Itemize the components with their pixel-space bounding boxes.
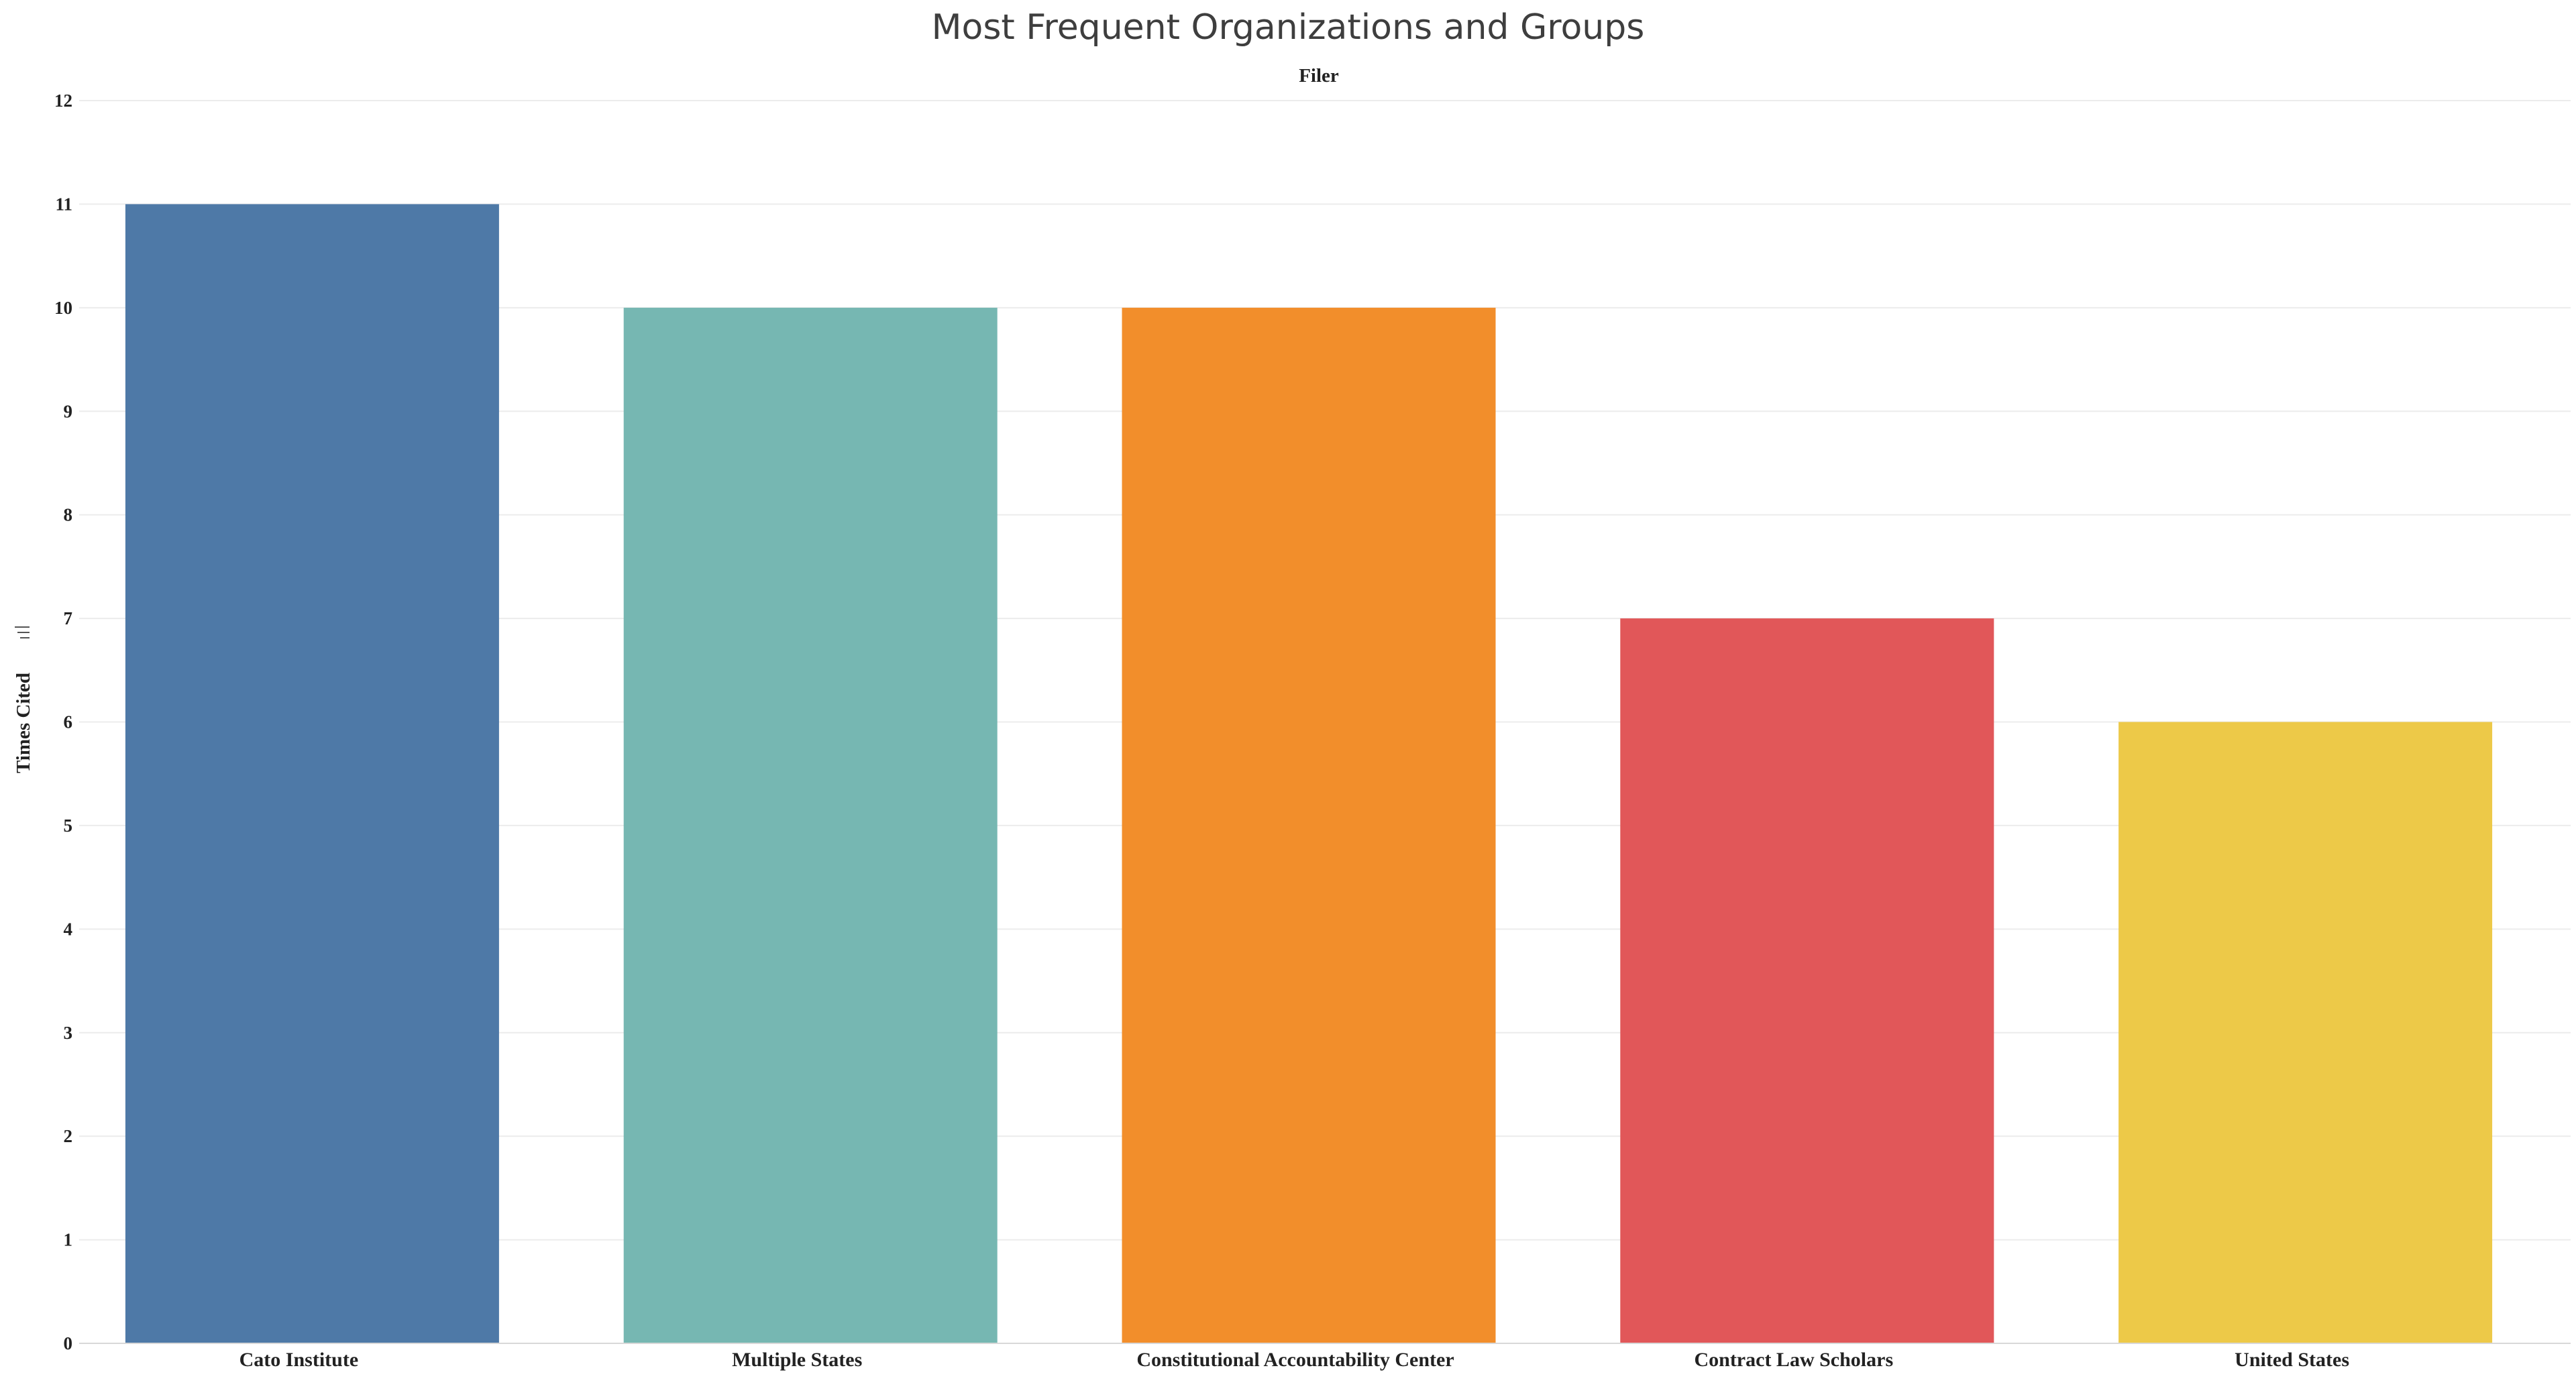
- bar-constitutional-accountability-center[interactable]: [1122, 307, 1496, 1343]
- x-axis-title: Filer: [1299, 65, 1339, 87]
- y-axis-title-group: Times Cited: [13, 673, 34, 773]
- y-tick-label: 3: [64, 1023, 73, 1043]
- x-axis-ticks: Cato Institute Multiple States Constitutio…: [239, 1349, 2349, 1371]
- y-axis-title: Times Cited: [13, 673, 34, 773]
- bar-cato-institute[interactable]: [125, 204, 499, 1344]
- y-tick-label: 5: [64, 816, 73, 836]
- x-tick-label: United States: [2235, 1349, 2349, 1371]
- x-tick-label: Cato Institute: [239, 1349, 359, 1371]
- sort-icon[interactable]: [15, 626, 30, 638]
- y-tick-label: 6: [64, 712, 73, 732]
- bar-multiple-states[interactable]: [623, 307, 998, 1343]
- y-tick-label: 10: [54, 298, 72, 318]
- y-tick-label: 12: [54, 91, 72, 111]
- bar-united-states[interactable]: [2118, 722, 2493, 1344]
- y-tick-label: 0: [64, 1333, 73, 1353]
- x-tick-label: Multiple States: [732, 1349, 862, 1371]
- y-tick-label: 9: [64, 401, 73, 421]
- x-tick-label: Constitutional Accountability Center: [1136, 1349, 1454, 1371]
- y-tick-label: 11: [55, 194, 72, 214]
- bar-contract-law-scholars[interactable]: [1620, 618, 1994, 1344]
- bars: [125, 204, 2493, 1344]
- chart-title: Most Frequent Organizations and Groups: [932, 7, 1645, 48]
- y-tick-label: 4: [64, 919, 73, 939]
- x-tick-label: Contract Law Scholars: [1694, 1349, 1893, 1371]
- y-tick-label: 7: [64, 608, 73, 628]
- y-tick-label: 8: [64, 505, 73, 525]
- y-tick-label: 1: [64, 1230, 73, 1250]
- y-tick-label: 2: [64, 1126, 73, 1146]
